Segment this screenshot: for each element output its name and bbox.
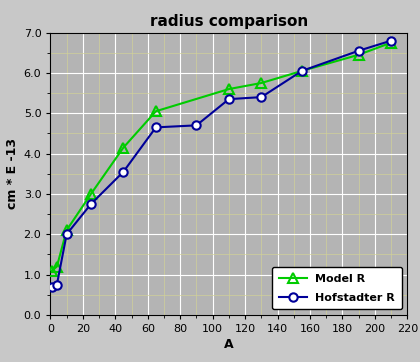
Hofstadter R [299,69,304,73]
Hofstadter R [89,202,94,206]
Model R [299,69,304,73]
Hofstadter R [121,169,126,174]
Model R [356,52,361,57]
Line: Model R: Model R [47,38,396,275]
Hofstadter R [153,125,158,130]
Title: radius comparison: radius comparison [150,14,308,29]
Model R [388,41,394,45]
Hofstadter R [64,232,69,236]
Model R [89,192,94,196]
Model R [54,264,59,269]
Model R [153,109,158,113]
Hofstadter R [50,285,55,289]
Model R [259,81,264,85]
Line: Hofstadter R: Hofstadter R [48,37,395,291]
Model R [64,228,69,232]
Hofstadter R [259,95,264,99]
Legend: Model R, Hofstadter R: Model R, Hofstadter R [272,267,402,310]
Model R [226,87,231,91]
X-axis label: A: A [224,338,234,351]
Hofstadter R [54,282,59,287]
Hofstadter R [226,97,231,101]
Hofstadter R [194,123,199,127]
Model R [121,146,126,150]
Y-axis label: cm * E -13: cm * E -13 [6,138,19,209]
Hofstadter R [388,38,394,43]
Hofstadter R [356,49,361,53]
Model R [50,268,55,273]
